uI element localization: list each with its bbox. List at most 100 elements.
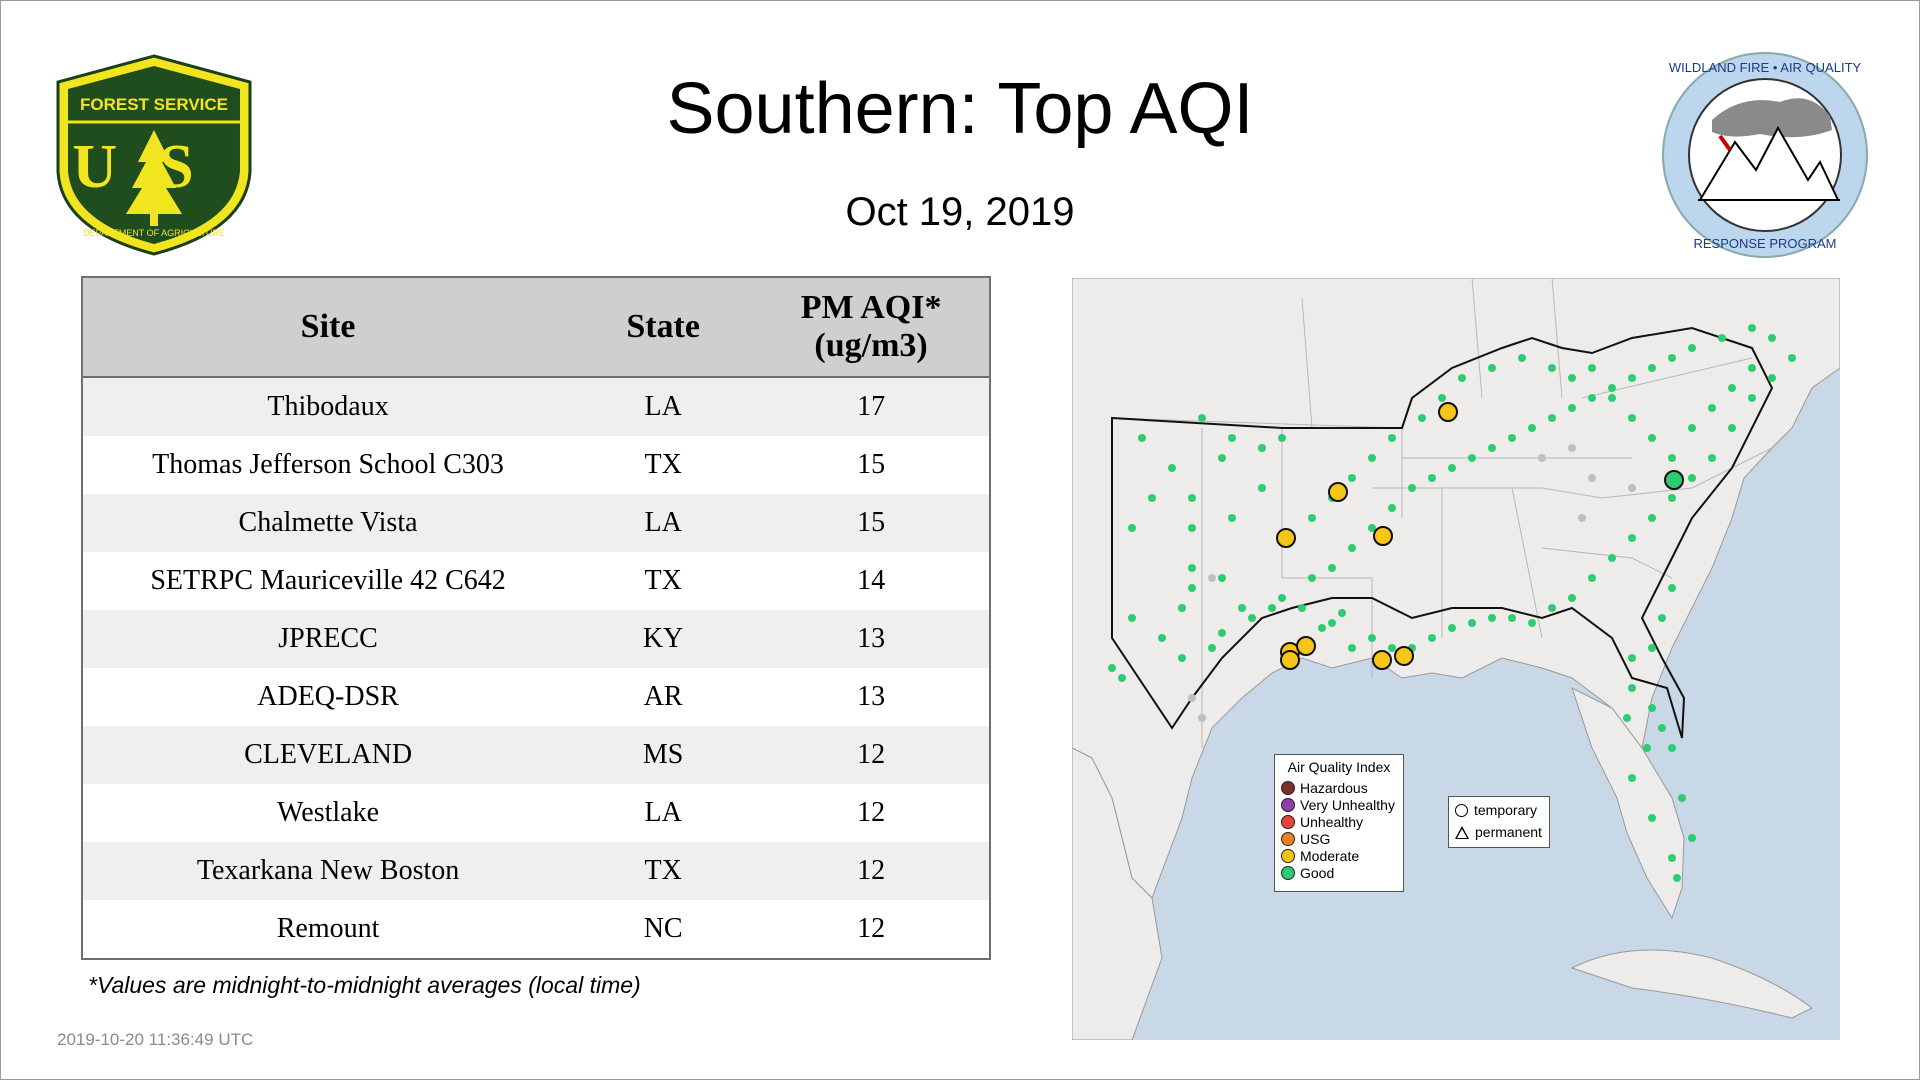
good-site-marker[interactable] [1158,634,1166,642]
good-site-marker[interactable] [1628,374,1636,382]
good-site-marker[interactable] [1548,414,1556,422]
moderate-site-marker[interactable] [1372,650,1392,670]
good-site-marker[interactable] [1788,354,1796,362]
good-site-marker[interactable] [1258,484,1266,492]
good-site-marker[interactable] [1348,544,1356,552]
good-site-marker[interactable] [1258,444,1266,452]
good-site-marker[interactable] [1718,334,1726,342]
moderate-site-marker[interactable] [1276,528,1296,548]
good-site-marker[interactable] [1628,414,1636,422]
good-site-marker[interactable] [1368,454,1376,462]
inactive-site-marker[interactable] [1628,484,1636,492]
inactive-site-marker[interactable] [1538,454,1546,462]
moderate-site-marker[interactable] [1438,402,1458,422]
good-site-marker[interactable] [1128,524,1136,532]
good-site-marker[interactable] [1608,384,1616,392]
good-site-marker[interactable] [1668,854,1676,862]
good-site-marker[interactable] [1628,534,1636,542]
good-site-marker[interactable] [1688,834,1696,842]
moderate-site-marker[interactable] [1394,646,1414,666]
inactive-site-marker[interactable] [1578,514,1586,522]
good-site-marker[interactable] [1208,644,1216,652]
good-site-marker[interactable] [1548,604,1556,612]
good-site-marker[interactable] [1668,354,1676,362]
good-site-marker[interactable] [1138,434,1146,442]
good-site-marker[interactable] [1448,464,1456,472]
good-site-marker[interactable] [1448,624,1456,632]
good-site-marker[interactable] [1728,424,1736,432]
good-site-marker[interactable] [1768,374,1776,382]
good-site-marker[interactable] [1643,744,1651,752]
inactive-site-marker[interactable] [1188,694,1196,702]
good-site-marker[interactable] [1628,774,1636,782]
good-site-marker[interactable] [1648,644,1656,652]
good-site-marker[interactable] [1348,644,1356,652]
good-site-marker[interactable] [1428,634,1436,642]
good-site-marker[interactable] [1168,464,1176,472]
good-site-marker[interactable] [1328,564,1336,572]
inactive-site-marker[interactable] [1198,714,1206,722]
good-site-marker[interactable] [1608,394,1616,402]
good-site-marker[interactable] [1648,514,1656,522]
good-site-marker[interactable] [1568,404,1576,412]
good-site-marker[interactable] [1648,704,1656,712]
good-site-marker[interactable] [1458,374,1466,382]
good-site-marker[interactable] [1548,364,1556,372]
good-site-marker[interactable] [1188,564,1196,572]
good-site-marker[interactable] [1388,644,1396,652]
good-site-marker[interactable] [1673,874,1681,882]
good-site-marker[interactable] [1368,524,1376,532]
good-site-marker[interactable] [1658,724,1666,732]
aqi-map[interactable]: Air Quality Index Hazardous Very Unhealth… [1072,278,1840,1040]
good-site-marker[interactable] [1518,354,1526,362]
moderate-site-marker[interactable] [1373,526,1393,546]
good-site-marker[interactable] [1688,424,1696,432]
good-site-marker[interactable] [1708,404,1716,412]
good-site-marker[interactable] [1688,474,1696,482]
good-site-marker[interactable] [1408,484,1416,492]
good-site-marker[interactable] [1178,604,1186,612]
highlighted-good-site-marker[interactable] [1664,470,1684,490]
good-site-marker[interactable] [1748,364,1756,372]
good-site-marker[interactable] [1528,424,1536,432]
moderate-site-marker[interactable] [1280,650,1300,670]
good-site-marker[interactable] [1228,434,1236,442]
good-site-marker[interactable] [1118,674,1126,682]
good-site-marker[interactable] [1648,364,1656,372]
good-site-marker[interactable] [1668,494,1676,502]
good-site-marker[interactable] [1748,324,1756,332]
good-site-marker[interactable] [1628,684,1636,692]
good-site-marker[interactable] [1648,814,1656,822]
good-site-marker[interactable] [1568,374,1576,382]
good-site-marker[interactable] [1188,584,1196,592]
good-site-marker[interactable] [1648,434,1656,442]
good-site-marker[interactable] [1628,654,1636,662]
good-site-marker[interactable] [1438,394,1446,402]
good-site-marker[interactable] [1728,384,1736,392]
inactive-site-marker[interactable] [1568,444,1576,452]
good-site-marker[interactable] [1678,794,1686,802]
good-site-marker[interactable] [1308,574,1316,582]
good-site-marker[interactable] [1468,619,1476,627]
good-site-marker[interactable] [1128,614,1136,622]
good-site-marker[interactable] [1348,474,1356,482]
good-site-marker[interactable] [1468,454,1476,462]
good-site-marker[interactable] [1488,444,1496,452]
good-site-marker[interactable] [1488,614,1496,622]
moderate-site-marker[interactable] [1328,482,1348,502]
good-site-marker[interactable] [1488,364,1496,372]
good-site-marker[interactable] [1278,594,1286,602]
good-site-marker[interactable] [1278,434,1286,442]
good-site-marker[interactable] [1388,504,1396,512]
good-site-marker[interactable] [1748,394,1756,402]
good-site-marker[interactable] [1588,574,1596,582]
good-site-marker[interactable] [1218,454,1226,462]
good-site-marker[interactable] [1658,614,1666,622]
good-site-marker[interactable] [1198,414,1206,422]
good-site-marker[interactable] [1688,344,1696,352]
good-site-marker[interactable] [1178,654,1186,662]
good-site-marker[interactable] [1588,364,1596,372]
good-site-marker[interactable] [1318,624,1326,632]
good-site-marker[interactable] [1568,594,1576,602]
good-site-marker[interactable] [1248,614,1256,622]
